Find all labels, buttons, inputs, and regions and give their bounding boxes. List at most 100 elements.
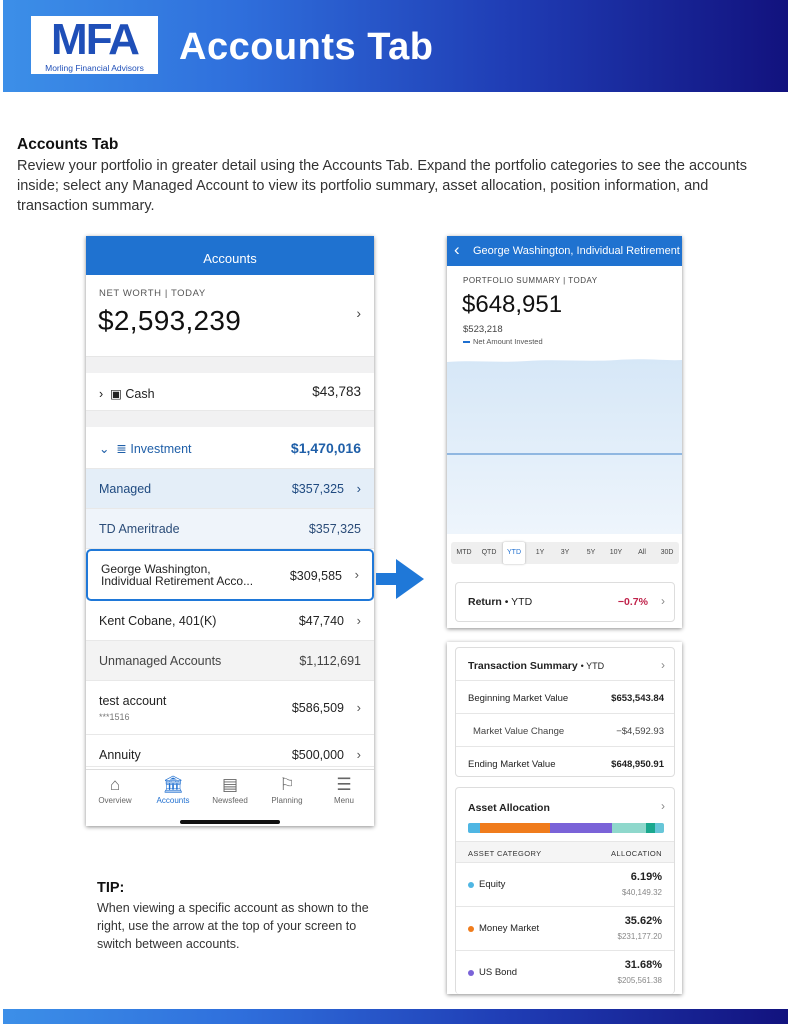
annuity-value: $500,000: [291, 748, 344, 762]
allocation-row-money-market[interactable]: Money Market 35.62% $231,177.20: [456, 907, 674, 951]
period-3y[interactable]: 3Y: [560, 549, 570, 556]
header-banner: MFA Morling Financial Advisors Accounts …: [3, 0, 788, 92]
asset-allocation-card[interactable]: Asset Allocation › ASSET CATEGORY ALLOCA…: [455, 787, 675, 994]
gw-line2: Individual Retirement Acco...: [101, 574, 254, 588]
account-detail-title: George Washington, Individual Retirement: [473, 245, 680, 257]
bank-icon: 🏛︎: [162, 775, 184, 794]
ending-market-value-row: Ending Market Value $648,950.91: [456, 746, 674, 776]
managed-row[interactable]: Managed $357,325 ›: [86, 469, 374, 509]
tab-planning[interactable]: ⚐ Planning: [258, 774, 316, 805]
allocation-bar-segment: [549, 823, 613, 833]
account-detail-screen: ‹ George Washington, Individual Retireme…: [447, 236, 682, 628]
allocation-bar-segment: [480, 823, 550, 833]
beginning-market-value: $653,543.84: [611, 693, 664, 704]
us-bond-amount: $205,561.38: [617, 976, 663, 985]
footer-bar: [3, 1009, 788, 1024]
logo-mark: MFA: [51, 15, 140, 64]
period-10y[interactable]: 10Y: [609, 549, 623, 556]
tab-accounts[interactable]: 🏛︎ Accounts: [144, 774, 202, 805]
allocation-bar-segment: [468, 823, 481, 833]
tab-overview[interactable]: ⌂ Overview: [86, 774, 144, 805]
section-description: Review your portfolio in greater detail …: [17, 158, 748, 214]
transaction-summary-title-wrap: Transaction Summary • YTD: [468, 660, 604, 672]
logo-subtitle: Morling Financial Advisors: [45, 63, 144, 73]
tab-newsfeed[interactable]: ▤ Newsfeed: [201, 774, 259, 805]
portfolio-value-area: [447, 359, 682, 534]
portfolio-chart[interactable]: [447, 354, 682, 534]
market-value-change-label: Market Value Change: [473, 726, 565, 737]
period-30d[interactable]: 30D: [660, 549, 674, 556]
ending-market-value: $648,950.91: [611, 759, 664, 770]
mfa-logo: MFA Morling Financial Advisors: [31, 16, 158, 74]
page-title: Accounts Tab: [179, 26, 434, 68]
test-account-value: $586,509: [291, 701, 344, 715]
tip-title: TIP:: [97, 880, 125, 896]
kent-cobane-row[interactable]: Kent Cobane, 401(K) $47,740 ›: [86, 601, 374, 641]
george-washington-account-row[interactable]: George Washington, Individual Retirement …: [86, 549, 374, 601]
return-card[interactable]: Return • YTD −0.7% ›: [455, 582, 675, 622]
net-worth-panel[interactable]: NET WORTH | TODAY $2,593,239 ›: [86, 275, 374, 357]
period-5y[interactable]: 5Y: [586, 549, 596, 556]
equity-label: Equity: [479, 879, 506, 890]
tab-menu-label: Menu: [333, 796, 354, 805]
managed-label: Managed: [99, 482, 152, 496]
ending-market-value-label: Ending Market Value: [468, 759, 556, 770]
unmanaged-accounts-row[interactable]: Unmanaged Accounts $1,112,691: [86, 641, 374, 681]
tab-accounts-label: Accounts: [156, 796, 190, 805]
george-washington-value: $309,585: [289, 569, 342, 583]
money-market-amount: $231,177.20: [617, 932, 663, 941]
period-qtd[interactable]: QTD: [481, 549, 497, 556]
allocation-row-us-bond[interactable]: US Bond 31.68% $205,561.38: [456, 951, 674, 994]
net-invested-value: $523,218: [463, 324, 503, 335]
newspaper-icon: ▤: [221, 775, 239, 794]
period-all[interactable]: All: [638, 549, 646, 556]
tab-menu[interactable]: ☰ Menu: [315, 774, 373, 805]
period-ytd[interactable]: YTD: [503, 542, 525, 564]
td-ameritrade-row[interactable]: TD Ameritrade $357,325: [86, 509, 374, 549]
return-period: • YTD: [504, 596, 533, 608]
chevron-right-icon: ›: [356, 700, 361, 715]
back-arrow-icon[interactable]: ‹: [454, 240, 460, 259]
period-mtd[interactable]: MTD: [456, 549, 472, 556]
allocation-bar-segment: [646, 823, 656, 833]
test-account-label: test account: [99, 694, 167, 708]
us-bond-label: US Bond: [479, 967, 518, 978]
allocation-bar-segment: [612, 823, 647, 833]
allocation-bar-segment: [655, 823, 664, 833]
kent-cobane-value: $47,740: [298, 614, 344, 628]
money-market-dot: [468, 926, 474, 932]
gw-line1: George Washington,: [101, 562, 211, 576]
bottom-tab-bar: ⌂ Overview 🏛︎ Accounts ▤ Newsfeed ⚐ Plan…: [86, 769, 374, 826]
transaction-summary-card[interactable]: Transaction Summary • YTD › Beginning Ma…: [455, 647, 675, 777]
section-gap: [86, 357, 374, 373]
cash-label: Cash: [125, 387, 155, 401]
unmanaged-label: Unmanaged Accounts: [99, 654, 222, 668]
cash-row[interactable]: › ▣ Cash $43,783: [86, 373, 374, 411]
allocation-row-equity[interactable]: Equity 6.19% $40,149.32: [456, 863, 674, 907]
annuity-row[interactable]: Annuity $500,000 ›: [86, 735, 374, 767]
equity-dot: [468, 882, 474, 888]
section-title: Accounts Tab: [17, 136, 119, 153]
flag-icon: ⚐: [279, 775, 295, 794]
investment-label-wrap: ⌄ ≣ Investment: [99, 441, 192, 456]
investment-label: Investment: [130, 442, 192, 456]
period-1y[interactable]: 1Y: [535, 549, 545, 556]
section-gap: [86, 411, 374, 427]
market-value-change-row: Market Value Change −$4,592.93: [456, 713, 674, 746]
transaction-summary-period: • YTD: [580, 661, 605, 671]
test-account-row[interactable]: test account ***1516 $586,509 ›: [86, 681, 374, 735]
home-icon: ⌂: [109, 775, 121, 794]
net-worth-value: $2,593,239: [98, 305, 242, 336]
beginning-market-value-label: Beginning Market Value: [468, 693, 569, 704]
accounts-header: Accounts: [86, 236, 374, 275]
period-selector: MTD QTD YTD 1Y 3Y 5Y 10Y All 30D: [451, 542, 679, 564]
market-value-change: −$4,592.93: [616, 726, 664, 737]
george-washington-label: George Washington, Individual Retirement …: [101, 563, 253, 587]
allocation-table-header: ASSET CATEGORY ALLOCATION: [456, 841, 674, 863]
beginning-market-value-row: Beginning Market Value $653,543.84: [456, 680, 674, 713]
return-label-wrap: Return • YTD: [468, 596, 532, 608]
investment-row[interactable]: ⌄ ≣ Investment $1,470,016: [86, 427, 374, 469]
accounts-screen: Accounts NET WORTH | TODAY $2,593,239 › …: [86, 236, 374, 826]
tip-text: When viewing a specific account as shown…: [97, 901, 369, 951]
account-detail-header: ‹ George Washington, Individual Retireme…: [447, 236, 682, 266]
